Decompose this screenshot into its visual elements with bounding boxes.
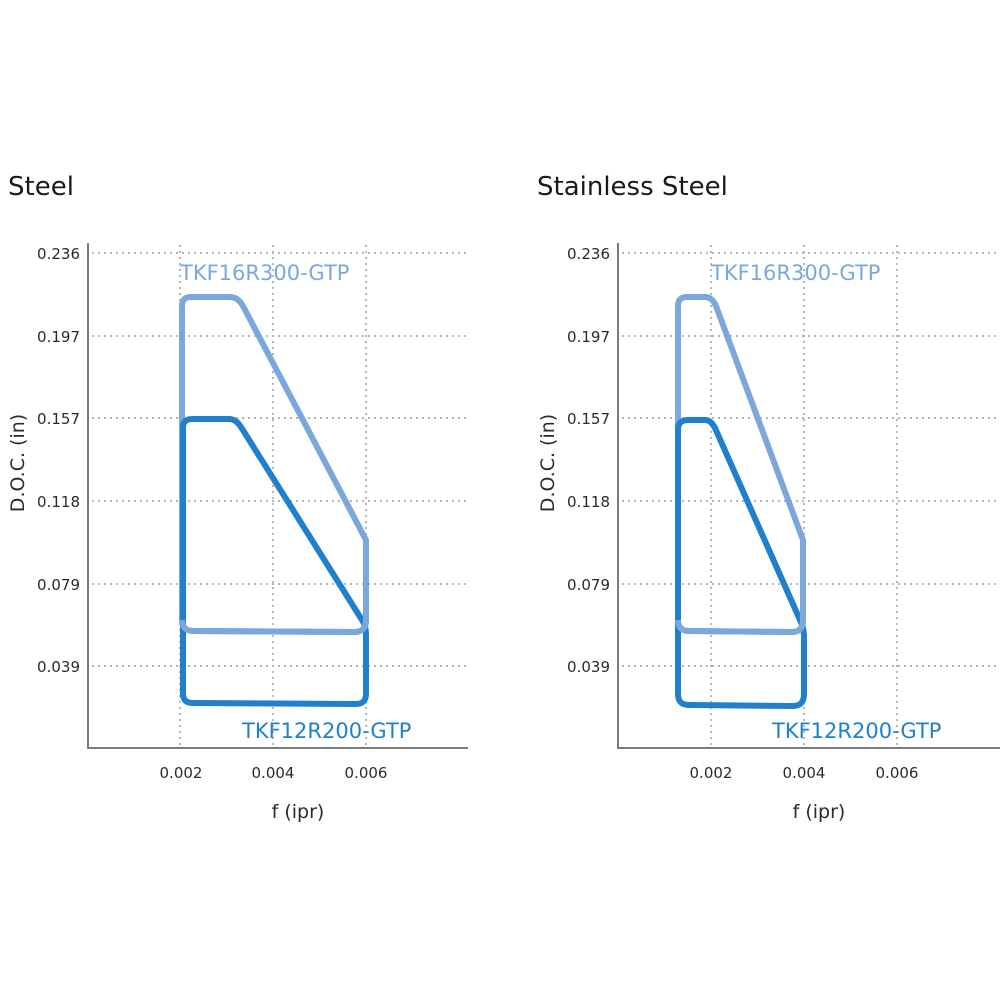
svg-text:0.004: 0.004 bbox=[783, 764, 826, 782]
chart-steel: 0.236 0.197 0.157 0.118 0.079 0.039 0.00… bbox=[7, 243, 470, 823]
svg-text:0.236: 0.236 bbox=[37, 245, 80, 263]
svg-text:0.079: 0.079 bbox=[567, 576, 610, 594]
svg-text:0.039: 0.039 bbox=[567, 658, 610, 676]
svg-text:0.157: 0.157 bbox=[567, 410, 610, 428]
svg-text:0.006: 0.006 bbox=[345, 764, 388, 782]
chart-title: Stainless Steel bbox=[537, 172, 728, 202]
svg-text:0.002: 0.002 bbox=[160, 764, 203, 782]
x-axis-label: f (ipr) bbox=[272, 801, 325, 823]
y-tick-labels: 0.236 0.197 0.157 0.118 0.079 0.039 bbox=[37, 245, 80, 676]
y-tick-labels: 0.236 0.197 0.157 0.118 0.079 0.039 bbox=[567, 245, 610, 676]
svg-text:0.079: 0.079 bbox=[37, 576, 80, 594]
svg-text:0.004: 0.004 bbox=[252, 764, 295, 782]
y-axis-label-visible: D.O.C. (in) bbox=[537, 414, 559, 512]
svg-text:0.118: 0.118 bbox=[567, 493, 610, 511]
series-tkf12r200-outline bbox=[675, 417, 807, 709]
svg-text:0.197: 0.197 bbox=[567, 328, 610, 346]
svg-text:0.236: 0.236 bbox=[567, 245, 610, 263]
svg-text:0.157: 0.157 bbox=[37, 410, 80, 428]
series-label-tkf16r300: TKF16R300-GTP bbox=[710, 261, 880, 285]
svg-text:0.197: 0.197 bbox=[37, 328, 80, 346]
series-tkf12r200-outline bbox=[180, 416, 369, 707]
x-axis-label: f (ipr) bbox=[793, 801, 846, 823]
series-label-tkf16r300: TKF16R300-GTP bbox=[179, 261, 349, 285]
y-axis-label: D.O.C. (in) bbox=[7, 414, 29, 512]
svg-text:0.002: 0.002 bbox=[690, 764, 733, 782]
series-label-tkf12r200: TKF12R200-GTP bbox=[771, 719, 941, 743]
chart-title: Steel bbox=[8, 172, 74, 202]
svg-text:0.039: 0.039 bbox=[37, 658, 80, 676]
axes bbox=[87, 243, 468, 749]
chart-panel-stainless-steel: Stainless Steel 0.236 0.197 0.157 0.118 … bbox=[500, 0, 1000, 1000]
svg-text:0.006: 0.006 bbox=[876, 764, 919, 782]
x-tick-labels: 0.002 0.004 0.006 bbox=[690, 764, 919, 782]
x-tick-labels: 0.002 0.004 0.006 bbox=[160, 764, 388, 782]
axes bbox=[617, 243, 1000, 749]
series-label-tkf12r200: TKF12R200-GTP bbox=[241, 719, 411, 743]
chart-stainless-steel: 0.236 0.197 0.157 0.118 0.079 0.039 0.00… bbox=[537, 243, 1000, 823]
svg-text:0.118: 0.118 bbox=[37, 493, 80, 511]
chart-panel-steel: Steel 0.236 0.197 0.157 0.118 0.079 bbox=[7, 172, 470, 823]
